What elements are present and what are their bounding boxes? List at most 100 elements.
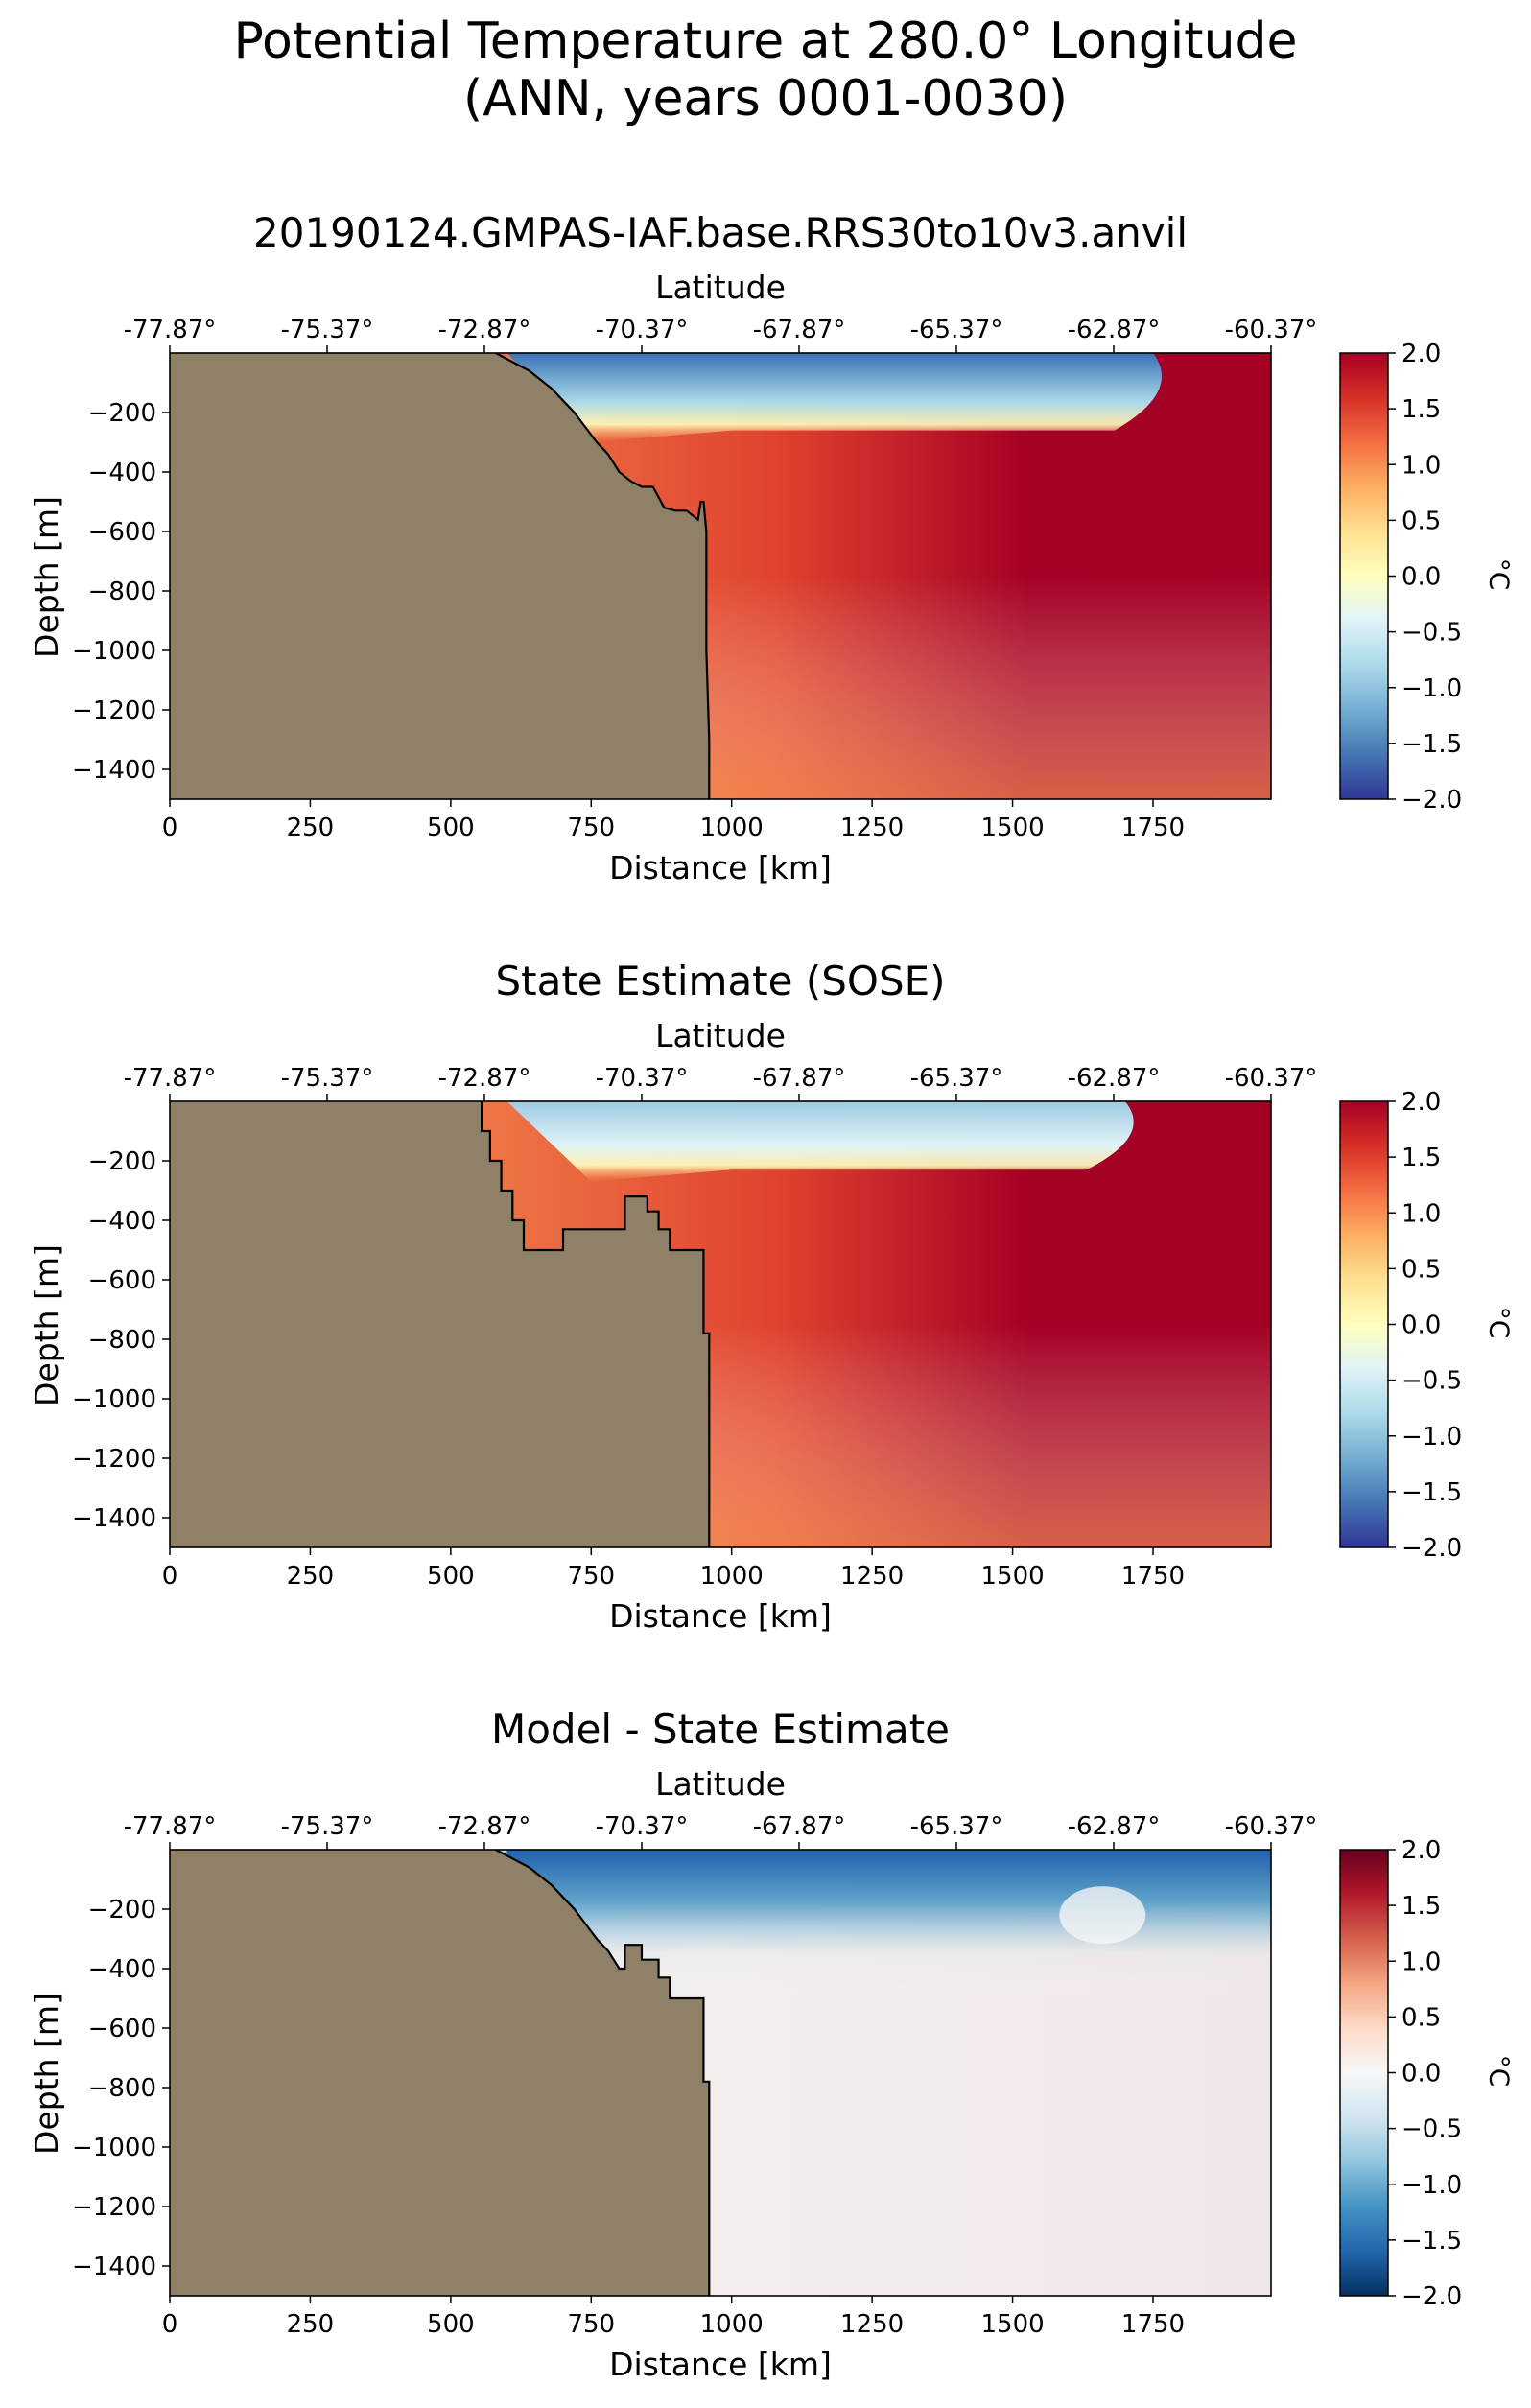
panel-2-title: State Estimate (SOSE) (495, 957, 946, 1004)
x-tick-label: 500 (427, 2310, 475, 2339)
colorbar-tick-label: 1.5 (1401, 1892, 1441, 1921)
colorbar (1339, 352, 1389, 800)
colorbar-tick-label: 0.0 (1401, 2060, 1441, 2089)
top-tick-label: -65.37° (910, 1812, 1003, 1841)
x-tick-label: 1250 (840, 814, 904, 842)
plot-frame (169, 352, 1272, 800)
colorbar (1339, 1100, 1389, 1548)
top-tick-label: -67.87° (753, 1064, 846, 1093)
panel-1-title: 20190124.GMPAS-IAF.base.RRS30to10v3.anvi… (253, 209, 1188, 256)
top-tick-label: -77.87° (124, 1064, 217, 1093)
y-tick-label: −800 (88, 1326, 156, 1355)
colorbar-tick-label: −1.5 (1401, 1478, 1462, 1507)
y-tick-label: −1400 (72, 1504, 156, 1533)
x-tick-label: 1500 (980, 1562, 1044, 1591)
y-tick-label: −800 (88, 2074, 156, 2103)
panel-3-top-label: Latitude (655, 1765, 786, 1803)
panel-3-chart: 0 250 500 750 1000 1250 1500 1750 -77.87° -75.37°… (72, 1812, 1462, 2339)
top-tick-label: -75.37° (281, 316, 374, 344)
colorbar-tick-label: −0.5 (1401, 619, 1462, 648)
y-tick-label: −1400 (72, 2253, 156, 2281)
x-tick-label: 0 (162, 1562, 178, 1591)
panel-2-top-label: Latitude (655, 1017, 786, 1054)
y-tick-label: −1000 (72, 2134, 156, 2162)
land-mask (170, 1101, 710, 1547)
plot-frame (169, 1849, 1272, 2297)
panel-2-x-label: Distance [km] (609, 1597, 832, 1635)
x-tick-label: 1750 (1121, 2310, 1185, 2339)
x-tick-label: 1000 (700, 1562, 764, 1591)
y-tick-label: −600 (88, 518, 156, 547)
y-tick-label: −400 (88, 459, 156, 487)
plot-frame (169, 1100, 1272, 1548)
colorbar-tick-label: 0.0 (1401, 1311, 1441, 1340)
colorbar-tick-label: −1.0 (1401, 1423, 1462, 1452)
land-mask (170, 353, 710, 799)
y-tick-label: −1200 (72, 2193, 156, 2222)
x-tick-label: 750 (567, 1562, 615, 1591)
top-tick-label: -77.87° (124, 1812, 217, 1841)
colorbar-tick-label: −2.0 (1401, 1534, 1462, 1563)
top-tick-label: -65.37° (910, 1064, 1003, 1093)
bathymetry-line (480, 1101, 711, 1547)
y-tick-label: −400 (88, 1955, 156, 1984)
surface-layer-band (506, 1850, 1271, 1954)
colorbar-tick-label: 1.5 (1401, 1144, 1441, 1172)
x-tick-label: 1250 (840, 2310, 904, 2339)
bathymetry-line (495, 1849, 711, 2296)
colorbar-tick-label: 2.0 (1401, 1088, 1441, 1117)
top-tick-label: -70.37° (596, 1812, 689, 1841)
top-tick-label: -60.37° (1225, 316, 1318, 344)
top-tick-label: -60.37° (1225, 1064, 1318, 1093)
top-tick-label: -72.87° (438, 1064, 531, 1093)
panel-2-chart: 0 250 500 750 1000 1250 1500 1750 -77.87° -75.37°… (72, 1064, 1462, 1591)
colorbar-tick-label: −1.5 (1401, 730, 1462, 759)
figure-title-line1: Potential Temperature at 280.0° Longitud… (233, 12, 1298, 70)
y-tick-label: −1200 (72, 696, 156, 725)
x-tick-label: 250 (287, 2310, 335, 2339)
y-tick-label: −200 (88, 1896, 156, 1924)
top-tick-label: -62.87° (1068, 1064, 1161, 1093)
colorbar-tick-label: −0.5 (1401, 1367, 1462, 1396)
figure-title-line2: (ANN, years 0001-0030) (462, 70, 1069, 128)
x-tick-label: 500 (427, 814, 475, 842)
surface-layer-band (506, 1101, 1134, 1182)
x-tick-label: 1000 (700, 814, 764, 842)
colorbar-tick-label: 2.0 (1401, 1836, 1441, 1865)
y-tick-label: −1000 (72, 1385, 156, 1414)
x-tick-label: 1750 (1121, 814, 1185, 842)
x-tick-label: 1500 (980, 2310, 1044, 2339)
panel-1-chart: 0 250 500 750 1000 1250 1500 1750 -77.87° -75.37°… (72, 316, 1462, 842)
colorbar-tick-label: 1.5 (1401, 395, 1441, 424)
colorbar-tick-label: 0.0 (1401, 563, 1441, 592)
top-tick-label: -62.87° (1068, 316, 1161, 344)
colorbar-tick-label: 1.0 (1401, 1199, 1441, 1228)
colorbar-tick-label: −1.0 (1401, 2171, 1462, 2200)
x-tick-label: 1500 (980, 814, 1044, 842)
y-tick-label: −800 (88, 578, 156, 606)
panel-3-x-label: Distance [km] (609, 2346, 832, 2383)
top-tick-label: -70.37° (596, 1064, 689, 1093)
top-tick-label: -67.87° (753, 316, 846, 344)
colorbar-tick-label: −0.5 (1401, 2115, 1462, 2144)
x-tick-label: 750 (567, 814, 615, 842)
panel-3-title: Model - State Estimate (491, 1706, 950, 1753)
x-tick-label: 1000 (700, 2310, 764, 2339)
top-tick-label: -60.37° (1225, 1812, 1318, 1841)
colorbar-tick-label: 1.0 (1401, 451, 1441, 480)
colorbar-tick-label: 0.5 (1401, 2003, 1441, 2032)
colorbar-tick-label: 0.5 (1401, 1255, 1441, 1284)
colorbar-tick-label: −1.0 (1401, 674, 1462, 703)
x-tick-label: 250 (287, 814, 335, 842)
top-tick-label: -72.87° (438, 1812, 531, 1841)
colorbar-tick-label: 1.0 (1401, 1948, 1441, 1976)
colorbar-tick-label: −2.0 (1401, 786, 1462, 814)
warm-anomaly-blob (1059, 1886, 1146, 1945)
x-tick-label: 0 (162, 2310, 178, 2339)
top-tick-label: -62.87° (1068, 1812, 1161, 1841)
top-tick-label: -70.37° (596, 316, 689, 344)
top-tick-label: -72.87° (438, 316, 531, 344)
colorbar-tick-label: 2.0 (1401, 340, 1441, 368)
colorbar-tick-label: −2.0 (1401, 2282, 1462, 2311)
top-tick-label: -75.37° (281, 1064, 374, 1093)
